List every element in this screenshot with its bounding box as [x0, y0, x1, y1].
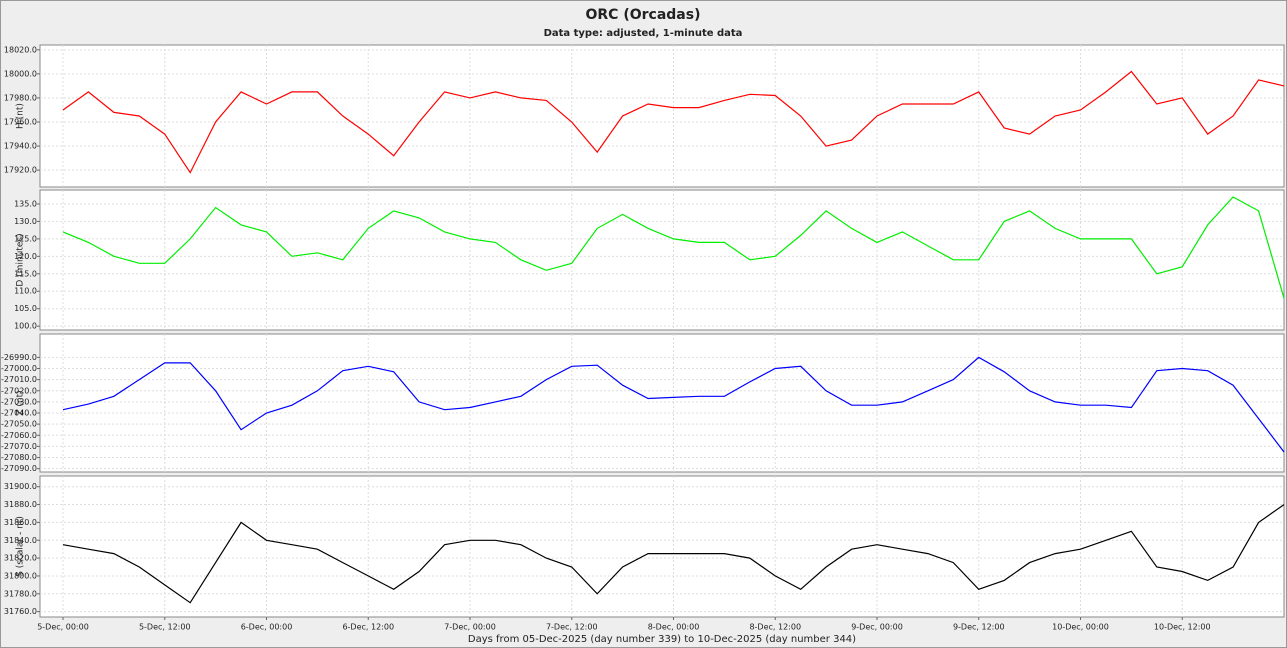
y-tick-label: -27090.0: [1, 464, 37, 473]
y-axis-label: S (scalar - nt): [16, 516, 26, 577]
y-tick-label: 100.0: [14, 322, 37, 331]
y-tick-label: 31840.0: [4, 536, 37, 545]
x-tick-label: 8-Dec, 00:00: [648, 623, 700, 632]
y-tick-label: -27070.0: [1, 442, 37, 451]
y-tick-label: -26990.0: [1, 353, 37, 362]
y-axis-label: D (minutes): [16, 233, 26, 286]
y-tick-label: -27030.0: [1, 397, 37, 406]
x-tick-label: 6-Dec, 00:00: [241, 623, 293, 632]
y-tick-label: 31780.0: [4, 589, 37, 598]
y-tick-label: -27010.0: [1, 375, 37, 384]
data-line: [62, 356, 1285, 453]
x-tick-label: 7-Dec, 00:00: [444, 623, 496, 632]
plot-area: [39, 189, 1285, 331]
y-tick-label: 31760.0: [4, 607, 37, 616]
x-tick-label: 6-Dec, 12:00: [342, 623, 394, 632]
y-tick-label: -27040.0: [1, 409, 37, 418]
y-axis-label: H (nt): [16, 103, 26, 129]
y-tick-label: 31860.0: [4, 518, 37, 527]
y-tick-label: 17940.0: [4, 142, 37, 151]
data-line: [62, 504, 1285, 604]
y-tick-label: 135.0: [14, 199, 37, 208]
y-tick-label: 17960.0: [4, 118, 37, 127]
y-axis-label: Z (nt): [16, 390, 26, 415]
y-tick-label: 125.0: [14, 234, 37, 243]
x-tick-label: 7-Dec, 12:00: [546, 623, 598, 632]
y-tick-label: 115.0: [14, 269, 37, 278]
y-tick-label: -27020.0: [1, 386, 37, 395]
plot-area: [39, 475, 1285, 618]
y-tick-label: 110.0: [14, 287, 37, 296]
data-line: [62, 70, 1285, 174]
chart-title: ORC (Orcadas): [586, 7, 701, 23]
x-tick-label: 10-Dec, 00:00: [1052, 623, 1109, 632]
y-tick-label: 31800.0: [4, 571, 37, 580]
y-tick-label: 17980.0: [4, 93, 37, 102]
y-tick-label: 130.0: [14, 217, 37, 226]
y-tick-label: 18000.0: [4, 69, 37, 78]
y-tick-label: 31900.0: [4, 482, 37, 491]
x-tick-label: 8-Dec, 12:00: [749, 623, 801, 632]
y-tick-label: -27050.0: [1, 420, 37, 429]
x-tick-label: 5-Dec, 00:00: [37, 623, 89, 632]
y-tick-label: -27080.0: [1, 453, 37, 462]
y-tick-label: 18020.0: [4, 45, 37, 54]
x-tick-label: 10-Dec, 12:00: [1154, 623, 1211, 632]
plot-area: [39, 44, 1285, 188]
x-tick-label: 9-Dec, 12:00: [953, 623, 1005, 632]
y-tick-label: 31820.0: [4, 554, 37, 563]
y-tick-label: 105.0: [14, 304, 37, 313]
y-tick-label: 120.0: [14, 252, 37, 261]
y-tick-label: 17920.0: [4, 166, 37, 175]
data-line: [62, 196, 1285, 299]
plot-area: [39, 333, 1285, 473]
x-tick-label: 5-Dec, 12:00: [139, 623, 191, 632]
y-tick-label: -27060.0: [1, 431, 37, 440]
x-tick-label: 9-Dec, 00:00: [851, 623, 903, 632]
y-tick-label: -27000.0: [1, 364, 37, 373]
x-axis-label: Days from 05-Dec-2025 (day number 339) t…: [468, 634, 856, 645]
chart-subtitle: Data type: adjusted, 1-minute data: [544, 28, 743, 39]
y-tick-label: 31880.0: [4, 500, 37, 509]
